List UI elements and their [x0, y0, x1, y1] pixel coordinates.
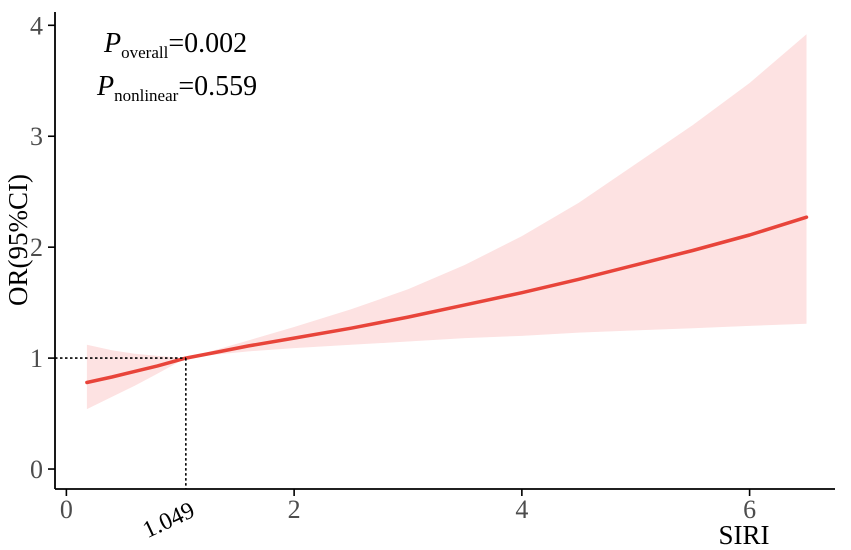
p-nonlinear-value: =0.559: [178, 71, 257, 102]
p-nonlinear-subscript: nonlinear: [114, 86, 179, 105]
y-tick-label-3: 3: [30, 122, 43, 151]
ticks-layer: 0 2 4 6 0 1 2 3 4: [30, 11, 756, 524]
confidence-band-layer: [86, 34, 807, 410]
p-nonlinear-symbol: P: [96, 71, 114, 102]
axes-layer: [54, 12, 835, 490]
or-line-layer: [85, 215, 809, 385]
x-tick-label-0: 0: [60, 495, 73, 524]
x-tick-label-6: 6: [743, 495, 756, 524]
reference-x-label: 1.049: [139, 497, 199, 543]
p-overall-subscript: overall: [121, 43, 168, 62]
p-overall-annotation: Poverall=0.002: [103, 28, 247, 62]
y-axis-title: OR(95%CI): [3, 174, 33, 306]
x-tick-label-4: 4: [515, 495, 528, 524]
y-tick-label-0: 0: [30, 455, 43, 484]
reference-lines-layer: [55, 357, 187, 489]
p-nonlinear-annotation: Pnonlinear=0.559: [96, 71, 257, 105]
y-tick-label-2: 2: [30, 233, 43, 262]
or-line: [85, 215, 809, 385]
x-axis-title: SIRI: [718, 520, 769, 550]
p-overall-value: =0.002: [168, 28, 247, 59]
y-tick-label-1: 1: [30, 344, 43, 373]
p-overall-symbol: P: [103, 28, 121, 59]
y-tick-label-4: 4: [30, 11, 43, 40]
x-tick-label-2: 2: [288, 495, 301, 524]
confidence-band: [86, 34, 807, 410]
